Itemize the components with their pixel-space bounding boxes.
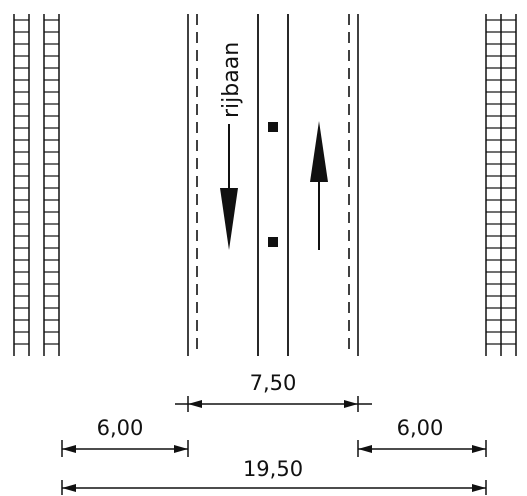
dimension-left-side: 6,00 xyxy=(61,416,189,457)
dimension-total: 19,50 xyxy=(61,457,487,495)
arrow-down-icon xyxy=(220,124,238,250)
square-marker xyxy=(268,237,278,247)
median xyxy=(257,14,289,356)
left-facade-hatch xyxy=(14,19,59,345)
road-label: rijbaan xyxy=(219,42,244,118)
road-edges xyxy=(187,14,359,356)
dimension-carriageway: 7,50 xyxy=(175,371,372,412)
dimension-label-total: 19,50 xyxy=(243,457,303,481)
left-building-facade xyxy=(13,14,60,356)
dimension-label-left-side: 6,00 xyxy=(97,416,144,440)
right-building-facade xyxy=(485,14,517,356)
square-marker xyxy=(268,122,278,132)
dimension-label-right-side: 6,00 xyxy=(397,416,444,440)
dimension-right-side: 6,00 xyxy=(357,416,487,457)
right-facade-hatch xyxy=(486,19,516,345)
dimension-label-carriageway: 7,50 xyxy=(250,371,297,395)
arrow-up-icon xyxy=(310,121,328,250)
